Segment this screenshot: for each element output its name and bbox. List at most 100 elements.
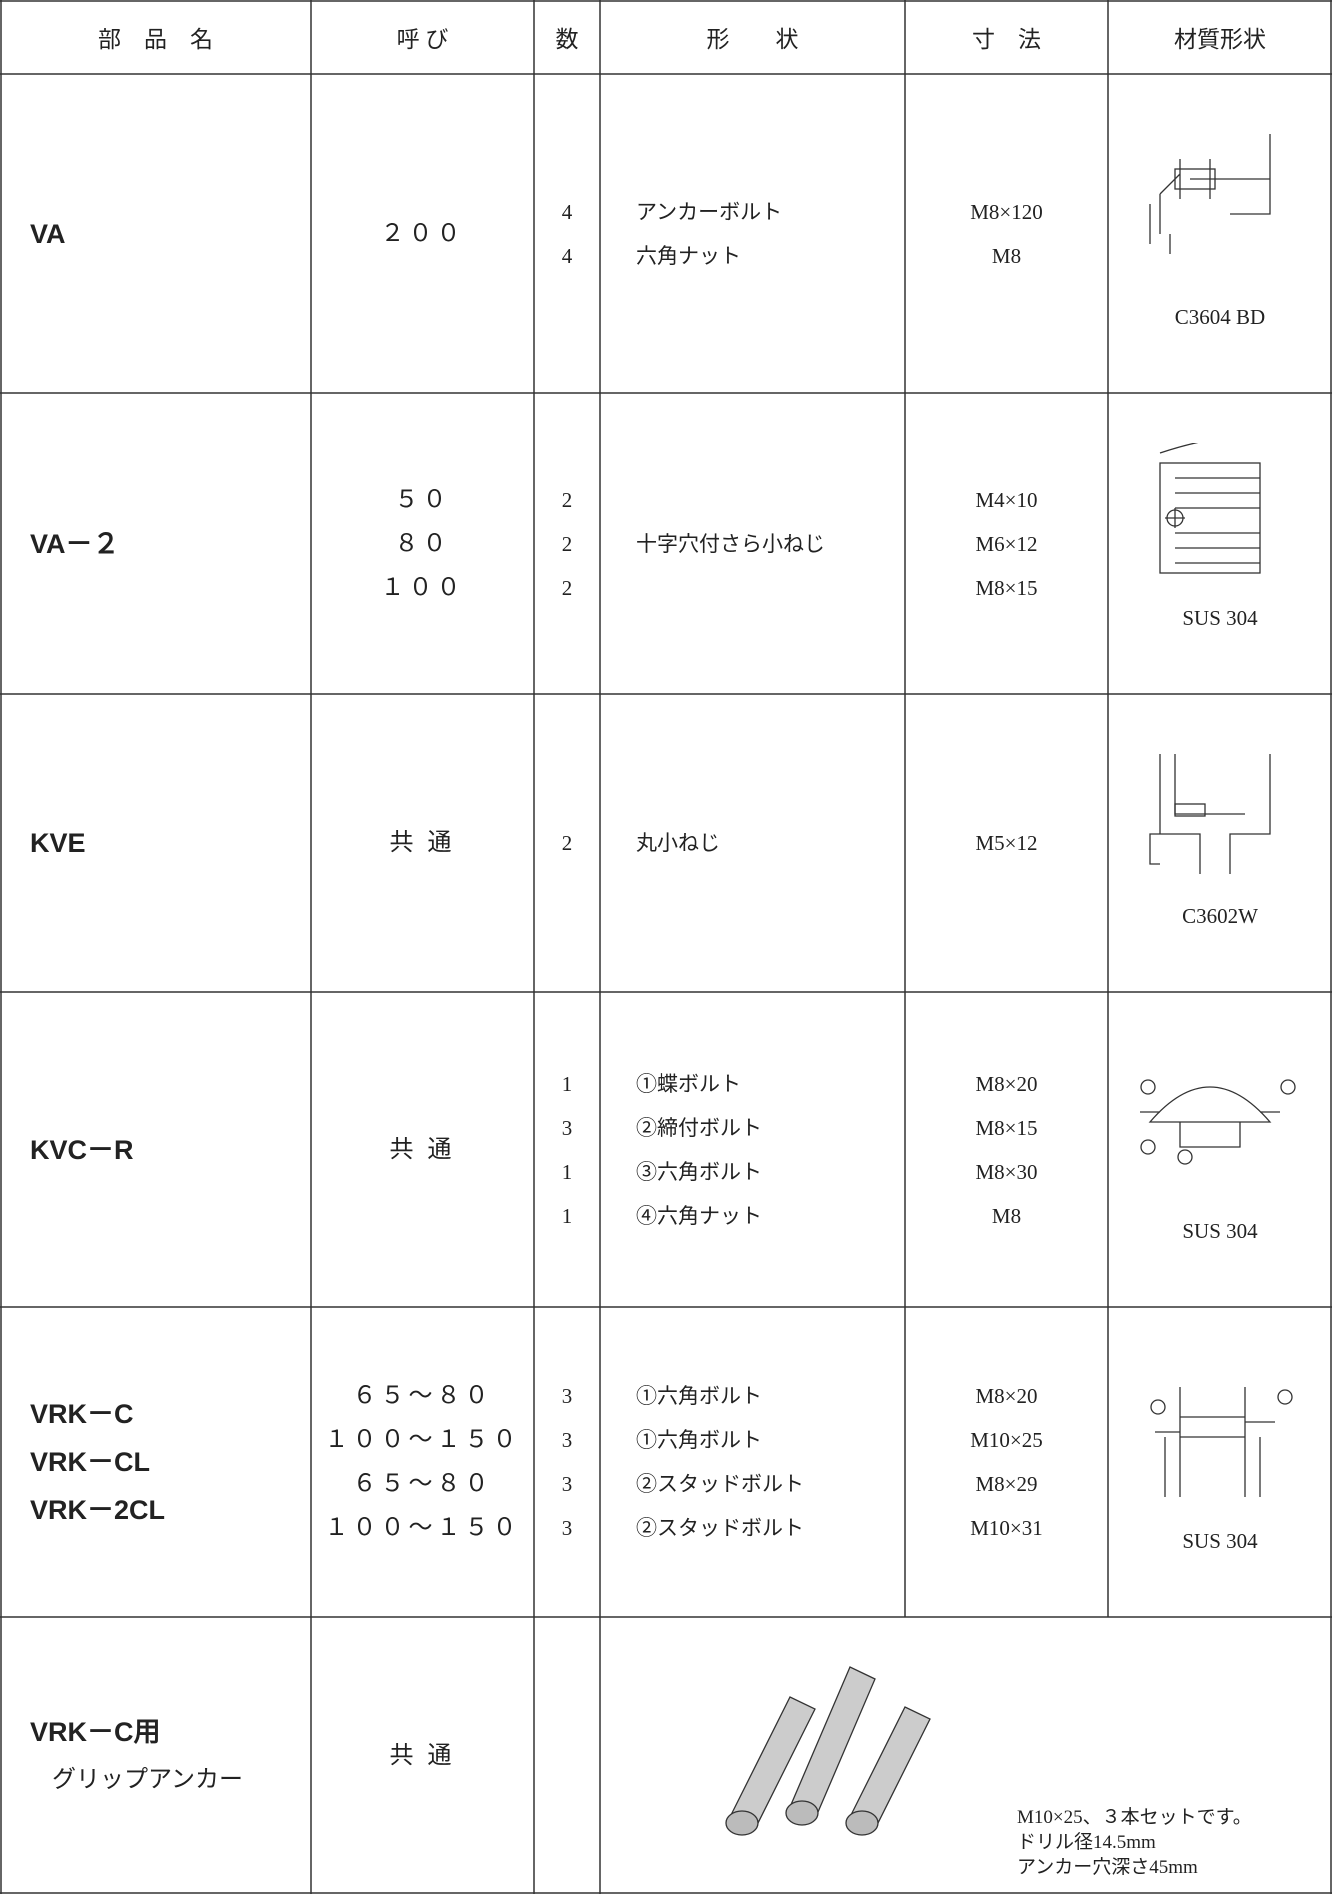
name-cell: VA－２ bbox=[0, 393, 311, 694]
dimension: M8×15 bbox=[975, 575, 1038, 600]
dimension: M8×29 bbox=[975, 1472, 1038, 1496]
dims-cell: M8×20 M10×25 M8×29 M10×31 bbox=[905, 1307, 1108, 1617]
shape: 丸小ねじ bbox=[636, 831, 720, 855]
illustration bbox=[1150, 1387, 1293, 1497]
shape: ①六角ボルト bbox=[636, 1428, 762, 1452]
call-size: ８０ bbox=[394, 530, 451, 557]
anchor-photo bbox=[725, 1666, 931, 1836]
illustration bbox=[1149, 754, 1271, 874]
shape: ②スタッドボルト bbox=[636, 1472, 804, 1496]
shape: ①蝶ボルト bbox=[636, 1071, 741, 1096]
call-cell: ２００ bbox=[311, 74, 534, 393]
material: SUS 304 bbox=[1182, 1529, 1258, 1553]
dimension: M6×12 bbox=[975, 531, 1038, 556]
part-name: グリップアンカー bbox=[52, 1765, 244, 1793]
header-cell: 形 状 bbox=[706, 27, 799, 52]
call-cell: 共 通 bbox=[311, 694, 534, 992]
dimension: M5×12 bbox=[975, 831, 1038, 855]
material: SUS 304 bbox=[1182, 606, 1258, 630]
dimension: M8 bbox=[991, 1203, 1022, 1228]
quantity: 2 bbox=[561, 531, 573, 556]
shape: アンカーボルト bbox=[636, 199, 783, 224]
quantity: 1 bbox=[561, 1203, 573, 1228]
qty-cell: 1 3 1 1 bbox=[534, 992, 600, 1307]
call-size: 共 通 bbox=[389, 830, 456, 856]
name-cell: VRK－C用 グリップアンカー bbox=[0, 1617, 311, 1894]
dimension: M8×20 bbox=[975, 1071, 1038, 1096]
call-size: 共 通 bbox=[389, 1742, 456, 1769]
qty-cell: 2 bbox=[534, 694, 600, 992]
call-size: １００～１５０ bbox=[324, 1515, 521, 1541]
dimension: M4×10 bbox=[975, 487, 1038, 512]
name-cell: VRK－C VRK－CL VRK－2CL bbox=[0, 1307, 311, 1617]
part-name: VA bbox=[30, 218, 66, 249]
header-cell: 呼 び bbox=[396, 27, 449, 52]
part-name: VA－２ bbox=[30, 528, 120, 559]
call-size: ５０ bbox=[394, 486, 451, 513]
shape-cell: 丸小ねじ bbox=[600, 694, 905, 992]
name-cell: KVC－R bbox=[0, 992, 311, 1307]
material: C3604 BD bbox=[1174, 305, 1266, 329]
quantity: 1 bbox=[561, 1071, 573, 1096]
dims-cell: M4×10 M6×12 M8×15 bbox=[905, 393, 1108, 694]
quantity: 3 bbox=[561, 1472, 573, 1496]
note-line: M10×25、３本セットです。 bbox=[1017, 1807, 1252, 1828]
call-cell: ５０ ８０ １００ bbox=[311, 393, 534, 694]
header-cell: 数 bbox=[555, 27, 579, 52]
qty-cell: 2 2 2 bbox=[534, 393, 600, 694]
shape-cell: ①六角ボルト ①六角ボルト ②スタッドボルト ②スタッドボルト bbox=[600, 1307, 905, 1617]
shape-cell: ①蝶ボルト ②締付ボルト ③六角ボルト ④六角ナット bbox=[600, 992, 905, 1307]
illustration bbox=[1149, 134, 1271, 254]
illustration bbox=[1159, 443, 1261, 574]
dimension: M8×20 bbox=[975, 1384, 1038, 1408]
name-cell: KVE bbox=[0, 694, 311, 992]
shape-cell: アンカーボルト 六角ナット bbox=[600, 74, 905, 393]
part-name: KVE bbox=[30, 828, 86, 858]
part-name: VRK－CL bbox=[30, 1447, 150, 1477]
dimension: M8 bbox=[991, 243, 1022, 268]
shape: ③六角ボルト bbox=[636, 1159, 762, 1184]
dims-cell: M5×12 bbox=[905, 694, 1108, 992]
illustration bbox=[1140, 1079, 1296, 1165]
name-cell: VA bbox=[0, 74, 311, 393]
quantity: 4 bbox=[561, 199, 573, 224]
dimension: M8×120 bbox=[970, 199, 1043, 224]
qty-cell: 3 3 3 3 bbox=[534, 1307, 600, 1617]
dimension: M8×30 bbox=[975, 1159, 1038, 1184]
dimension: M10×25 bbox=[970, 1428, 1043, 1452]
call-size: ２００ bbox=[380, 220, 465, 247]
quantity: 3 bbox=[561, 1115, 573, 1140]
shape: ②スタッドボルト bbox=[636, 1516, 804, 1540]
part-name: KVC－R bbox=[30, 1134, 134, 1165]
quantity: 3 bbox=[561, 1384, 573, 1408]
quantity: 4 bbox=[561, 243, 573, 268]
shape: 十字穴付さら小ねじ bbox=[636, 531, 825, 556]
quantity: 3 bbox=[561, 1516, 573, 1540]
header-cell: 部 品 名 bbox=[98, 27, 213, 52]
dims-cell: M8×20 M8×15 M8×30 M8 bbox=[905, 992, 1108, 1307]
note-block: M10×25、３本セットです。 ドリル径14.5mm アンカー穴深さ45mm bbox=[1017, 1805, 1252, 1880]
dims-cell: M8×120 M8 bbox=[905, 74, 1108, 393]
quantity: 3 bbox=[561, 1428, 573, 1452]
dimension: M8×15 bbox=[975, 1115, 1038, 1140]
header-cell: 材質形状 bbox=[1174, 27, 1266, 52]
call-size: ６５～８０ bbox=[352, 1471, 493, 1497]
note-line: ドリル径14.5mm bbox=[1017, 1832, 1156, 1853]
call-size: ６５～８０ bbox=[352, 1383, 493, 1409]
shape: 六角ナット bbox=[636, 243, 741, 268]
part-name: VRK－C bbox=[30, 1399, 134, 1429]
part-name: VRK－2CL bbox=[30, 1495, 166, 1525]
quantity: 2 bbox=[561, 487, 573, 512]
call-size: １００～１５０ bbox=[324, 1427, 521, 1453]
shape: ①六角ボルト bbox=[636, 1384, 762, 1408]
quantity: 2 bbox=[561, 831, 573, 855]
call-cell: 共 通 bbox=[311, 992, 534, 1307]
shape-cell: 十字穴付さら小ねじ bbox=[600, 393, 905, 694]
material: C3602W bbox=[1182, 904, 1258, 928]
quantity: 1 bbox=[561, 1159, 573, 1184]
call-cell: 共 通 bbox=[311, 1617, 534, 1894]
dimension: M10×31 bbox=[970, 1516, 1043, 1540]
